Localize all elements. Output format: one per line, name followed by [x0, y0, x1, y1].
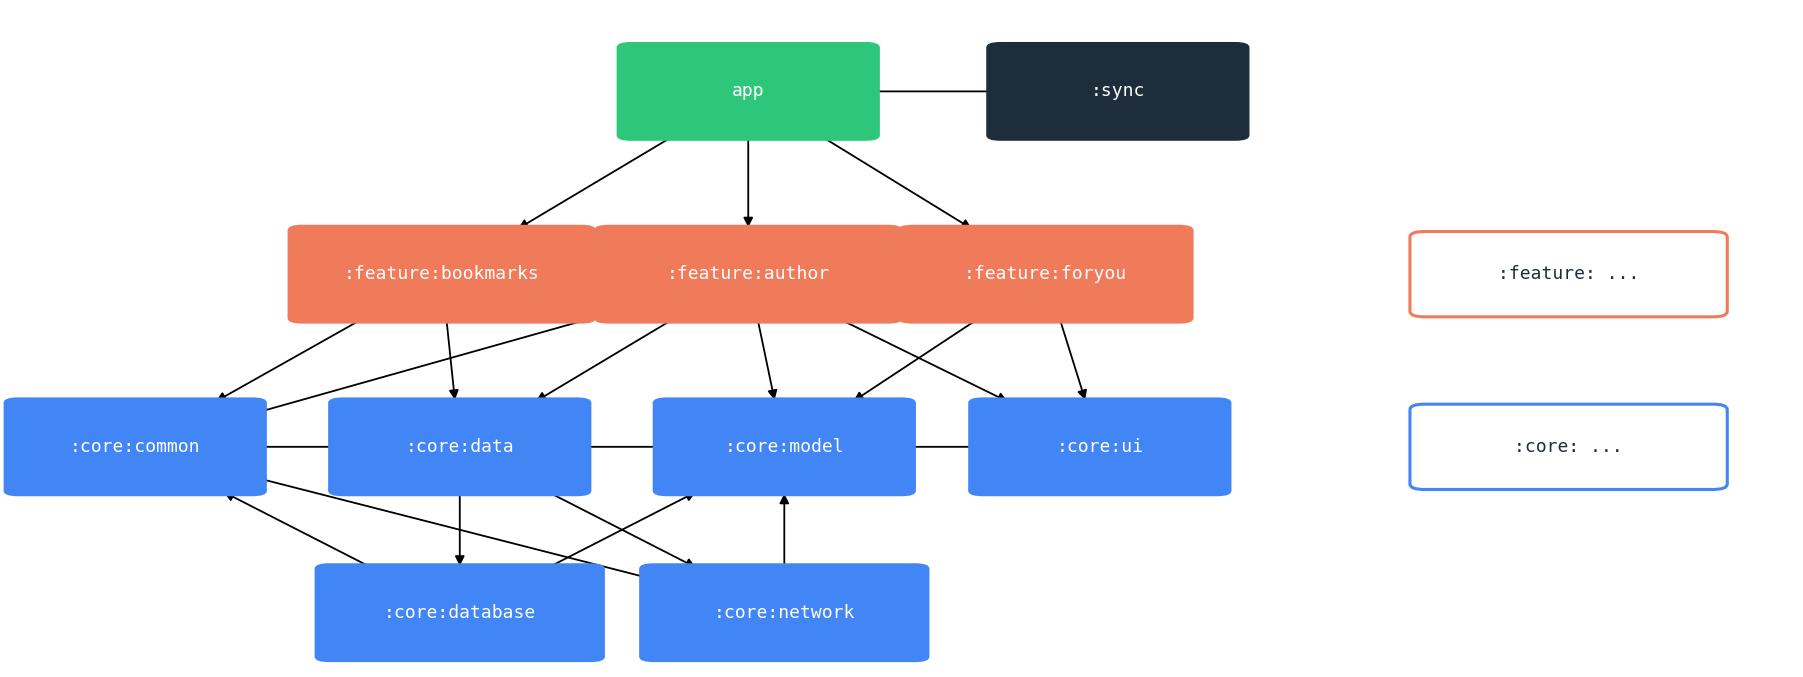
Text: :feature:bookmarks: :feature:bookmarks	[344, 265, 539, 283]
Text: :feature:author: :feature:author	[667, 265, 829, 283]
Text: app: app	[732, 83, 764, 100]
Text: :core:ui: :core:ui	[1057, 438, 1143, 456]
FancyBboxPatch shape	[617, 42, 880, 141]
FancyBboxPatch shape	[968, 397, 1231, 496]
FancyBboxPatch shape	[898, 225, 1194, 324]
FancyBboxPatch shape	[316, 563, 606, 662]
FancyBboxPatch shape	[328, 397, 591, 496]
FancyBboxPatch shape	[288, 225, 595, 324]
Text: :core:model: :core:model	[725, 438, 844, 456]
FancyBboxPatch shape	[1410, 404, 1727, 489]
Text: :core: ...: :core: ...	[1515, 438, 1623, 456]
Text: :feature:foryou: :feature:foryou	[965, 265, 1127, 283]
Text: :feature: ...: :feature: ...	[1498, 265, 1639, 283]
FancyBboxPatch shape	[1410, 232, 1727, 317]
Text: :core:network: :core:network	[714, 604, 855, 621]
Text: :sync: :sync	[1091, 83, 1145, 100]
FancyBboxPatch shape	[595, 225, 903, 324]
Text: :core:database: :core:database	[384, 604, 535, 621]
Text: :core:common: :core:common	[70, 438, 200, 456]
FancyBboxPatch shape	[653, 397, 916, 496]
Text: :core:data: :core:data	[406, 438, 514, 456]
FancyBboxPatch shape	[4, 397, 267, 496]
FancyBboxPatch shape	[640, 563, 930, 662]
FancyBboxPatch shape	[986, 42, 1249, 141]
